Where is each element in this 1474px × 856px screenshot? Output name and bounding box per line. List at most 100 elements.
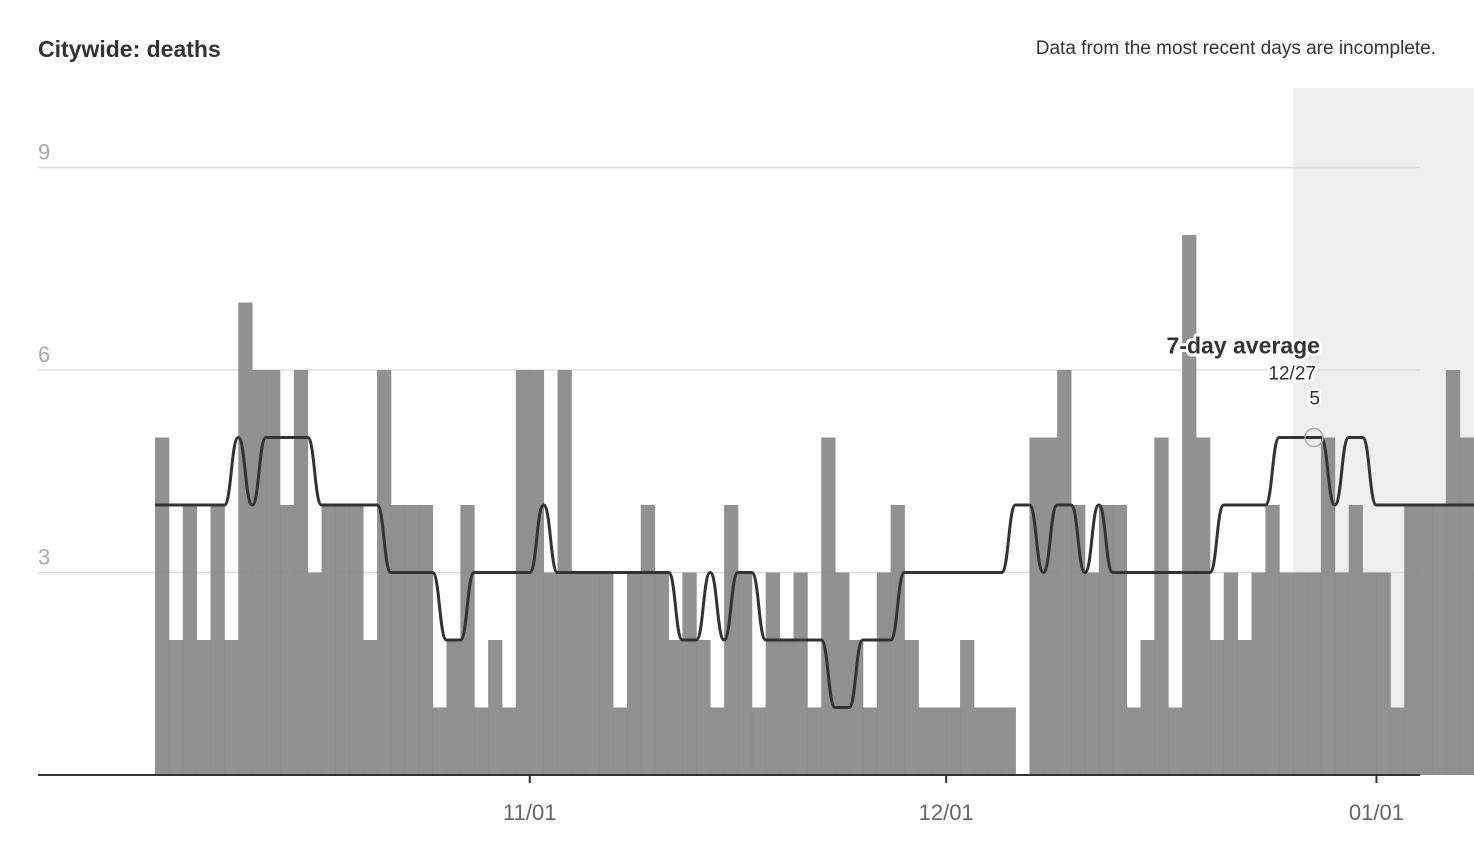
bar-day-93[interactable] [1431, 505, 1447, 775]
bar-day-26[interactable] [502, 707, 517, 776]
bar-day-67[interactable] [1071, 505, 1086, 775]
bar-day-44[interactable] [751, 707, 767, 776]
bar-day-48[interactable] [807, 707, 822, 776]
bar-day-61[interactable] [987, 707, 1003, 776]
bar-day-11[interactable] [293, 370, 309, 775]
bar-day-86[interactable] [1334, 572, 1350, 776]
bar-day-85[interactable] [1320, 437, 1336, 776]
bar-day-19[interactable] [404, 505, 420, 775]
bar-day-8[interactable] [252, 370, 267, 775]
bar-day-89[interactable] [1376, 572, 1391, 776]
bar-day-9[interactable] [266, 370, 281, 775]
bar-day-42[interactable] [724, 505, 739, 775]
bar-day-81[interactable] [1265, 505, 1280, 775]
bar-day-24[interactable] [474, 707, 489, 776]
bar-day-71[interactable] [1126, 707, 1141, 776]
bar-day-41[interactable] [710, 707, 725, 776]
bar-day-62[interactable] [1001, 707, 1016, 776]
bar-day-34[interactable] [613, 707, 628, 776]
bar-day-51[interactable] [849, 640, 864, 775]
bar-day-73[interactable] [1154, 437, 1169, 776]
bar-day-56[interactable] [918, 707, 933, 776]
bar-day-88[interactable] [1362, 572, 1377, 776]
bar-day-57[interactable] [932, 707, 947, 776]
bar-day-13[interactable] [321, 505, 336, 775]
bar-day-78[interactable] [1223, 572, 1239, 776]
bar-day-84[interactable] [1307, 572, 1322, 776]
bar-day-46[interactable] [779, 640, 794, 775]
bar-day-12[interactable] [307, 572, 322, 776]
y-tick-label-3: 3 [38, 545, 50, 570]
bar-day-3[interactable] [182, 505, 198, 775]
bar-day-60[interactable] [973, 707, 989, 776]
y-tick-label-6: 6 [38, 342, 50, 367]
seven-day-average-line [155, 436, 1474, 709]
x-tick-label-0: 11/01 [503, 800, 556, 825]
bar-day-29[interactable] [543, 572, 558, 776]
bar-day-15[interactable] [349, 505, 364, 775]
bar-day-35[interactable] [626, 572, 642, 776]
bar-day-58[interactable] [946, 707, 961, 776]
bar-day-91[interactable] [1404, 505, 1419, 775]
bar-day-37[interactable] [654, 572, 669, 776]
bar-day-4[interactable] [196, 640, 211, 775]
bar-day-40[interactable] [696, 640, 711, 775]
bar-day-90[interactable] [1390, 707, 1405, 776]
bar-day-82[interactable] [1279, 572, 1294, 776]
bar-day-45[interactable] [765, 572, 780, 776]
bar-day-66[interactable] [1057, 370, 1072, 775]
bar-day-43[interactable] [737, 572, 753, 776]
bar-day-33[interactable] [599, 572, 614, 776]
bar-day-20[interactable] [418, 505, 433, 775]
bar-day-52[interactable] [862, 707, 878, 776]
bar-day-50[interactable] [835, 572, 850, 776]
annotation-marker[interactable] [1304, 427, 1324, 448]
bar-day-53[interactable] [876, 572, 892, 776]
bar-day-80[interactable] [1251, 572, 1266, 776]
bar-day-69[interactable] [1098, 505, 1114, 775]
bar-day-49[interactable] [821, 437, 836, 776]
bar-day-5[interactable] [210, 505, 225, 775]
bar-day-22[interactable] [446, 640, 461, 775]
bar-day-83[interactable] [1293, 572, 1308, 776]
bar-day-59[interactable] [960, 640, 975, 775]
bar-day-64[interactable] [1029, 437, 1044, 776]
bar-day-14[interactable] [335, 505, 350, 775]
bar-day-17[interactable] [377, 370, 392, 775]
bar-day-94[interactable] [1445, 370, 1461, 775]
bar-day-79[interactable] [1237, 640, 1252, 775]
bar-day-95[interactable] [1459, 437, 1474, 776]
bar-day-28[interactable] [529, 370, 545, 775]
bar-day-1[interactable] [155, 437, 170, 776]
bar-day-7[interactable] [238, 302, 253, 776]
bar-day-16[interactable] [363, 640, 378, 775]
bar-day-47[interactable] [793, 572, 808, 776]
bar-day-65[interactable] [1043, 437, 1058, 776]
bar-day-77[interactable] [1209, 640, 1225, 775]
x-tick-label-1: 12/01 [919, 800, 974, 825]
bar-day-75[interactable] [1182, 235, 1197, 775]
bar-day-25[interactable] [488, 640, 503, 775]
bar-day-55[interactable] [904, 640, 919, 775]
chart-note: Data from the most recent days are incom… [1035, 38, 1436, 59]
bar-day-54[interactable] [890, 505, 905, 775]
bar-day-92[interactable] [1418, 505, 1433, 775]
bar-day-38[interactable] [668, 640, 683, 775]
bar-day-6[interactable] [224, 640, 239, 775]
bar-day-32[interactable] [585, 572, 600, 776]
bar-day-36[interactable] [640, 505, 656, 775]
bar-day-74[interactable] [1168, 707, 1183, 776]
bar-day-72[interactable] [1140, 640, 1155, 775]
bar-day-21[interactable] [432, 707, 447, 776]
bar-day-39[interactable] [682, 572, 697, 776]
bar-day-76[interactable] [1196, 437, 1211, 776]
bar-day-23[interactable] [460, 505, 475, 775]
bar-day-68[interactable] [1084, 572, 1100, 776]
bar-day-18[interactable] [390, 505, 406, 775]
bar-day-2[interactable] [168, 640, 184, 775]
bar-day-10[interactable] [279, 505, 295, 775]
bar-day-87[interactable] [1348, 505, 1363, 775]
bar-day-31[interactable] [571, 572, 586, 776]
bar-day-70[interactable] [1112, 505, 1127, 775]
